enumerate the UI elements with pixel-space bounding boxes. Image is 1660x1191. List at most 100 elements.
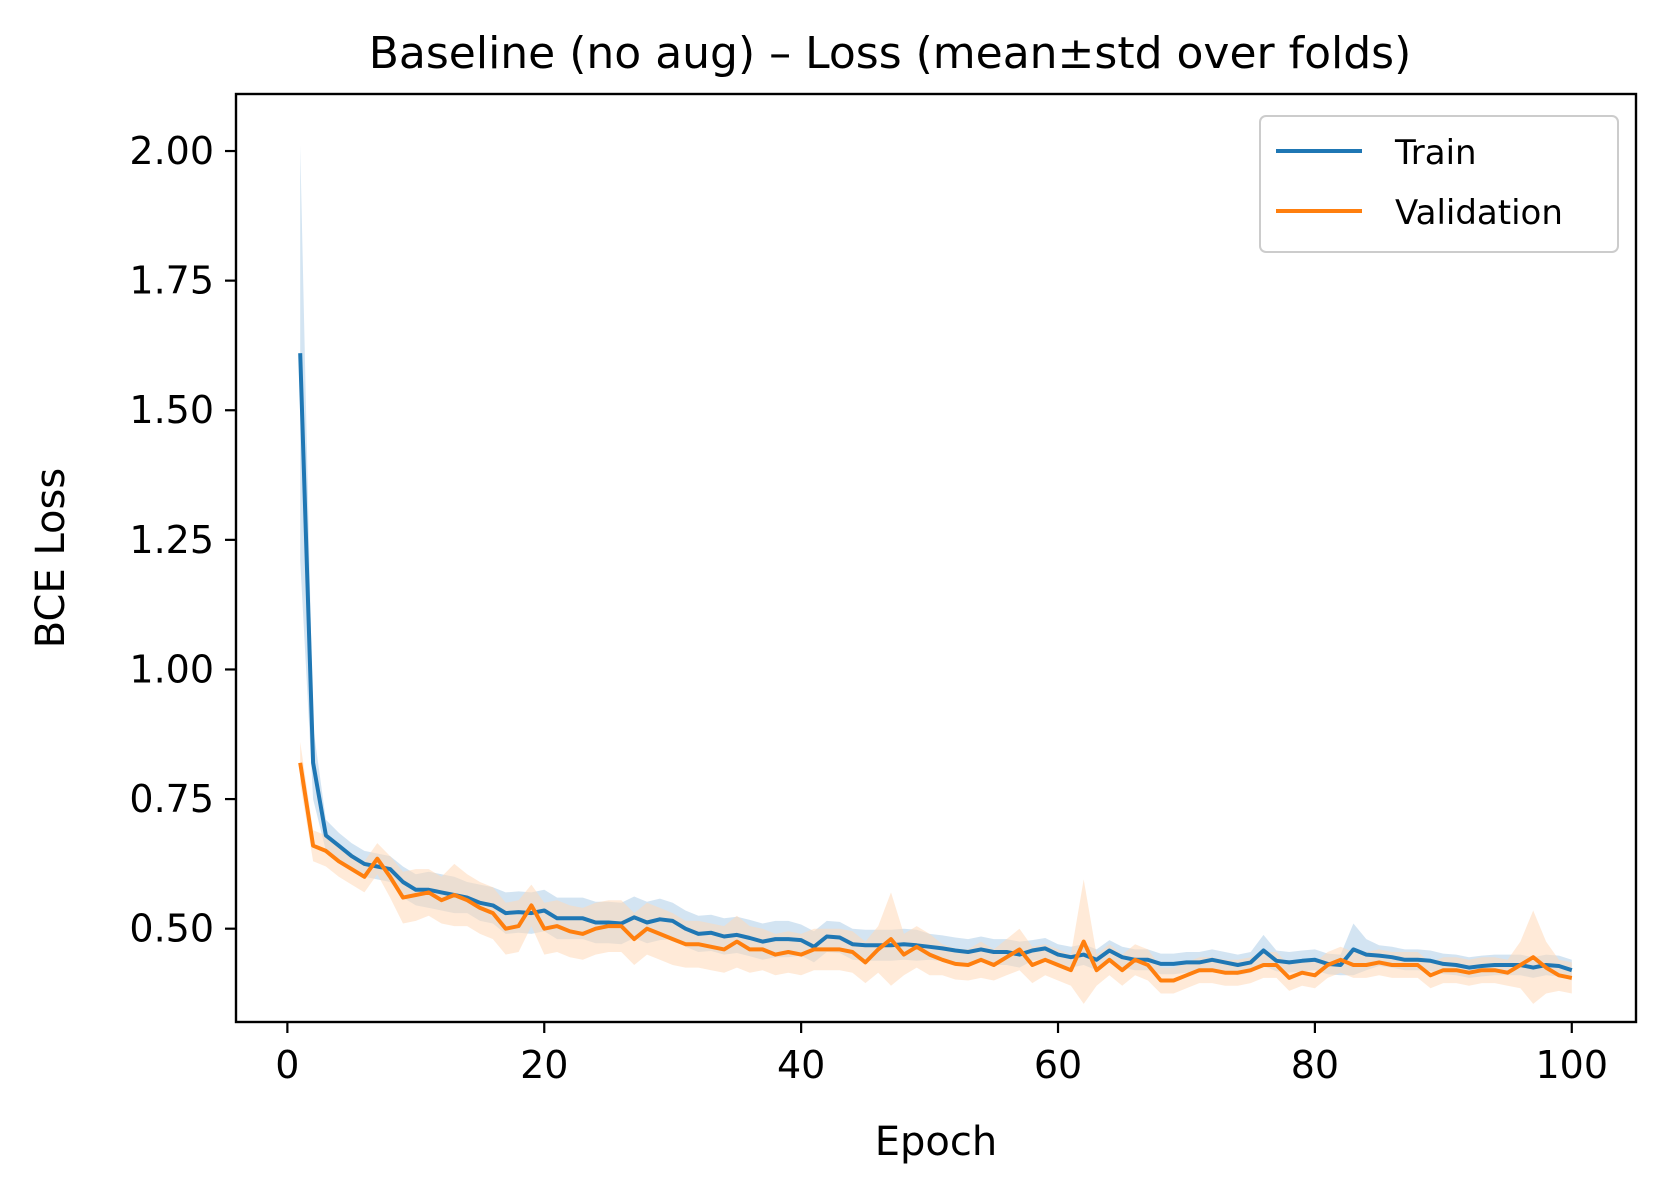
point-validation-19: [529, 903, 533, 907]
std-band-validation: [300, 742, 1572, 1004]
point-train-73: [1223, 960, 1227, 964]
point-validation-48: [902, 953, 906, 957]
point-validation-70: [1185, 973, 1189, 977]
point-train-10: [414, 888, 418, 892]
std-band-train: [300, 145, 1572, 981]
point-validation-15: [478, 906, 482, 910]
point-train-21: [555, 916, 559, 920]
x-tick-label-60: 60: [1034, 1043, 1082, 1087]
point-validation-79: [1300, 971, 1304, 975]
x-tick-label-0: 0: [275, 1043, 299, 1087]
y-tick-label-1.25: 1.25: [129, 518, 214, 562]
point-validation-80: [1313, 973, 1317, 977]
point-train-84: [1364, 953, 1368, 957]
point-train-69: [1172, 962, 1176, 966]
point-validation-58: [1030, 963, 1034, 967]
point-train-33: [709, 931, 713, 935]
point-validation-17: [504, 927, 508, 931]
point-validation-30: [671, 937, 675, 941]
point-validation-69: [1172, 979, 1176, 983]
point-validation-9: [401, 896, 405, 900]
point-train-61: [1069, 955, 1073, 959]
point-train-27: [632, 915, 636, 919]
point-validation-46: [876, 947, 880, 951]
point-validation-52: [953, 962, 957, 966]
x-axis-label: Epoch: [875, 1119, 997, 1165]
std-bands: [300, 145, 1572, 1004]
series-lines: [298, 353, 1574, 983]
point-validation-21: [555, 924, 559, 928]
point-validation-66: [1133, 958, 1137, 962]
point-validation-43: [838, 947, 842, 951]
point-validation-26: [619, 924, 623, 928]
point-validation-39: [786, 950, 790, 954]
point-validation-7: [375, 857, 379, 861]
point-validation-16: [491, 911, 495, 915]
point-train-52: [953, 949, 957, 953]
point-train-97: [1531, 966, 1535, 970]
point-validation-98: [1544, 966, 1548, 970]
point-validation-82: [1339, 958, 1343, 962]
point-validation-78: [1287, 976, 1291, 980]
point-train-55: [992, 950, 996, 954]
point-train-100: [1570, 968, 1574, 972]
point-train-12: [440, 890, 444, 894]
point-validation-25: [607, 924, 611, 928]
point-validation-36: [748, 947, 752, 951]
point-validation-85: [1377, 960, 1381, 964]
point-validation-68: [1159, 979, 1163, 983]
point-train-42: [825, 935, 829, 939]
point-validation-61: [1069, 968, 1073, 972]
series-line-validation: [298, 762, 1573, 983]
point-validation-51: [940, 958, 944, 962]
point-train-31: [684, 927, 688, 931]
point-train-30: [671, 919, 675, 923]
point-validation-34: [722, 947, 726, 951]
point-train-87: [1403, 958, 1407, 962]
point-validation-13: [452, 893, 456, 897]
point-validation-81: [1326, 963, 1330, 967]
point-train-34: [722, 935, 726, 939]
point-train-45: [863, 943, 867, 947]
point-validation-60: [1056, 963, 1060, 967]
point-validation-28: [645, 927, 649, 931]
point-train-82: [1339, 963, 1343, 967]
y-axis-label: BCE Loss: [28, 468, 74, 648]
point-validation-49: [915, 945, 919, 949]
point-train-39: [786, 937, 790, 941]
plot-frame: [234, 92, 1638, 1024]
point-train-86: [1390, 955, 1394, 959]
y-axis-ticks: 0.50 0.75 1.00 1.25 1.50 1.75 2.00: [129, 129, 236, 951]
point-train-76: [1262, 949, 1266, 953]
point-validation-83: [1351, 963, 1355, 967]
point-validation-4: [337, 859, 341, 863]
point-train-40: [799, 938, 803, 942]
point-validation-90: [1441, 968, 1445, 972]
point-train-23: [581, 916, 585, 920]
point-train-54: [979, 947, 983, 951]
point-validation-14: [465, 898, 469, 902]
point-train-56: [1005, 950, 1009, 954]
point-train-4: [337, 844, 341, 848]
point-train-7: [375, 865, 379, 869]
point-validation-77: [1274, 963, 1278, 967]
point-validation-59: [1043, 958, 1047, 962]
point-validation-32: [696, 942, 700, 946]
point-train-37: [761, 940, 765, 944]
point-validation-75: [1249, 968, 1253, 972]
point-validation-88: [1416, 963, 1420, 967]
chart-title: Baseline (no aug) – Loss (mean±std over …: [369, 28, 1412, 79]
point-validation-6: [362, 875, 366, 879]
x-tick-label-80: 80: [1291, 1043, 1339, 1087]
point-train-59: [1043, 946, 1047, 950]
point-train-99: [1557, 964, 1561, 968]
point-validation-93: [1480, 968, 1484, 972]
point-validation-96: [1518, 963, 1522, 967]
point-validation-54: [979, 958, 983, 962]
point-validation-65: [1120, 968, 1124, 972]
point-train-63: [1095, 958, 1099, 962]
point-validation-35: [735, 940, 739, 944]
point-validation-5: [350, 867, 354, 871]
point-validation-3: [324, 849, 328, 853]
